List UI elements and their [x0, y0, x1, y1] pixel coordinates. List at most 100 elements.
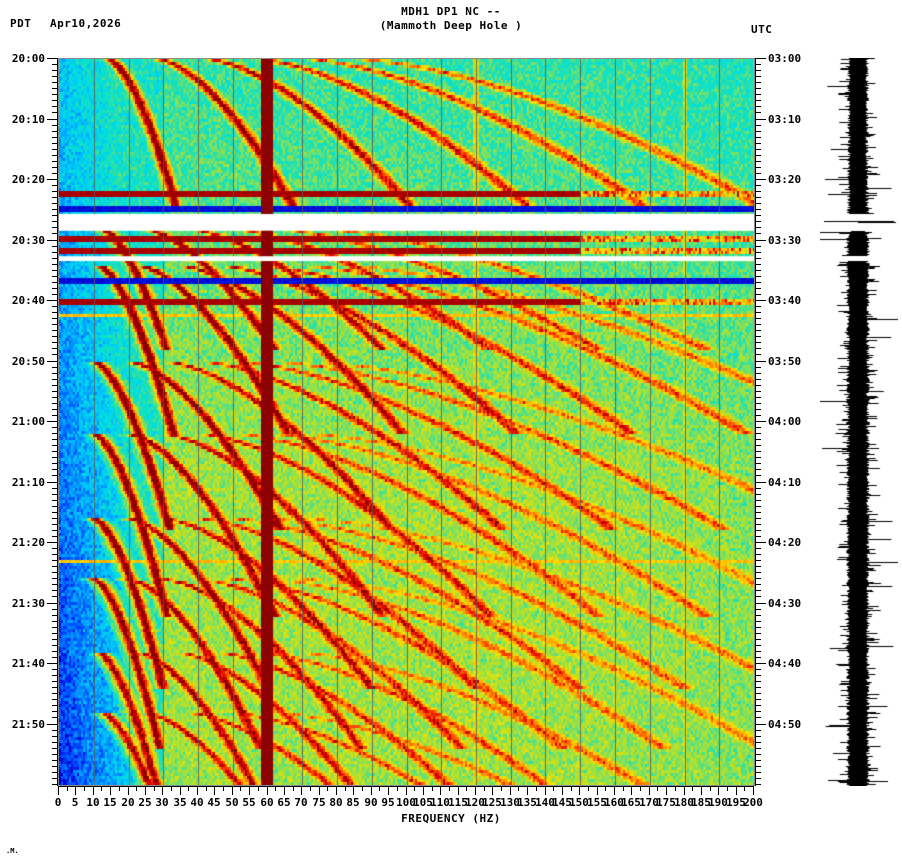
- frequency-major-tick: [371, 786, 372, 795]
- utc-tick-label: 03:30: [768, 234, 802, 247]
- frequency-minor-tick: [710, 786, 711, 791]
- time-major-tick: [47, 119, 58, 120]
- time-minor-tick: [52, 463, 58, 464]
- frequency-major-tick: [597, 786, 598, 795]
- time-minor-tick: [755, 131, 761, 132]
- pdt-tick-label: 20:40: [11, 294, 45, 307]
- time-minor-tick: [755, 215, 761, 216]
- time-minor-tick: [755, 173, 761, 174]
- timezone-label-left: PDT: [10, 17, 32, 30]
- frequency-minor-tick: [154, 786, 155, 791]
- waveform-trace-canvas: [820, 58, 898, 786]
- time-minor-tick: [52, 70, 58, 71]
- time-minor-tick: [755, 294, 761, 295]
- time-minor-tick: [755, 554, 761, 555]
- frequency-tick-label: 125: [482, 796, 502, 809]
- time-minor-tick: [52, 705, 58, 706]
- time-minor-tick: [755, 185, 761, 186]
- time-minor-tick: [52, 500, 58, 501]
- time-minor-tick: [755, 584, 761, 585]
- time-minor-tick: [755, 548, 761, 549]
- frequency-major-tick: [406, 786, 407, 795]
- frequency-minor-tick: [536, 786, 537, 791]
- time-minor-tick: [755, 318, 761, 319]
- frequency-tick-label: 130: [500, 796, 520, 809]
- time-minor-tick: [52, 766, 58, 767]
- time-minor-tick: [755, 445, 761, 446]
- pdt-tick-label: 21:40: [11, 657, 45, 670]
- time-minor-tick: [755, 270, 761, 271]
- time-minor-tick: [52, 778, 58, 779]
- frequency-major-tick: [701, 786, 702, 795]
- time-minor-tick: [755, 397, 761, 398]
- time-minor-tick: [755, 469, 761, 470]
- frequency-major-tick: [475, 786, 476, 795]
- time-minor-tick: [755, 742, 761, 743]
- time-minor-tick: [52, 385, 58, 386]
- frequency-major-tick: [232, 786, 233, 795]
- pdt-tick-label: 21:10: [11, 476, 45, 489]
- time-minor-tick: [52, 155, 58, 156]
- time-minor-tick: [755, 112, 761, 113]
- time-minor-tick: [52, 64, 58, 65]
- time-minor-tick: [755, 669, 761, 670]
- time-minor-tick: [755, 657, 761, 658]
- time-minor-tick: [755, 451, 761, 452]
- time-minor-tick: [755, 415, 761, 416]
- frequency-major-tick: [631, 786, 632, 795]
- time-minor-tick: [755, 82, 761, 83]
- frequency-major-tick: [440, 786, 441, 795]
- time-minor-tick: [755, 403, 761, 404]
- time-major-tick: [755, 300, 766, 301]
- time-major-tick: [755, 361, 766, 362]
- time-major-tick: [47, 300, 58, 301]
- utc-tick-label: 03:20: [768, 173, 802, 186]
- time-minor-tick: [755, 258, 761, 259]
- time-major-tick: [755, 603, 766, 604]
- frequency-minor-tick: [518, 786, 519, 791]
- time-minor-tick: [52, 469, 58, 470]
- frequency-minor-tick: [449, 786, 450, 791]
- frequency-tick-label: 180: [674, 796, 694, 809]
- spectrogram-plot[interactable]: [58, 58, 755, 786]
- utc-tick-label: 03:40: [768, 294, 802, 307]
- pdt-axis-line: [57, 58, 58, 786]
- pdt-tick-label: 20:20: [11, 173, 45, 186]
- time-major-tick: [47, 179, 58, 180]
- time-minor-tick: [52, 173, 58, 174]
- time-minor-tick: [755, 518, 761, 519]
- time-minor-tick: [755, 572, 761, 573]
- time-minor-tick: [52, 742, 58, 743]
- frequency-tick-label: 200: [743, 796, 763, 809]
- time-minor-tick: [52, 681, 58, 682]
- time-minor-tick: [755, 693, 761, 694]
- time-major-tick: [47, 58, 58, 59]
- time-minor-tick: [52, 699, 58, 700]
- time-minor-tick: [755, 264, 761, 265]
- frequency-major-tick: [649, 786, 650, 795]
- time-minor-tick: [52, 252, 58, 253]
- time-minor-tick: [52, 342, 58, 343]
- time-minor-tick: [52, 736, 58, 737]
- time-minor-tick: [755, 560, 761, 561]
- time-minor-tick: [755, 530, 761, 531]
- time-minor-tick: [755, 336, 761, 337]
- time-minor-tick: [755, 633, 761, 634]
- time-minor-tick: [52, 506, 58, 507]
- time-minor-tick: [755, 717, 761, 718]
- time-minor-tick: [755, 367, 761, 368]
- frequency-tick-label: 25: [138, 796, 152, 809]
- frequency-major-tick: [93, 786, 94, 795]
- time-minor-tick: [52, 276, 58, 277]
- frequency-major-tick: [284, 786, 285, 795]
- time-minor-tick: [755, 76, 761, 77]
- time-minor-tick: [755, 227, 761, 228]
- time-minor-tick: [52, 669, 58, 670]
- time-minor-tick: [755, 687, 761, 688]
- time-minor-tick: [755, 596, 761, 597]
- time-minor-tick: [755, 197, 761, 198]
- time-minor-tick: [52, 397, 58, 398]
- frequency-major-tick: [527, 786, 528, 795]
- spectrogram-canvas: [59, 59, 754, 785]
- frequency-minor-tick: [84, 786, 85, 791]
